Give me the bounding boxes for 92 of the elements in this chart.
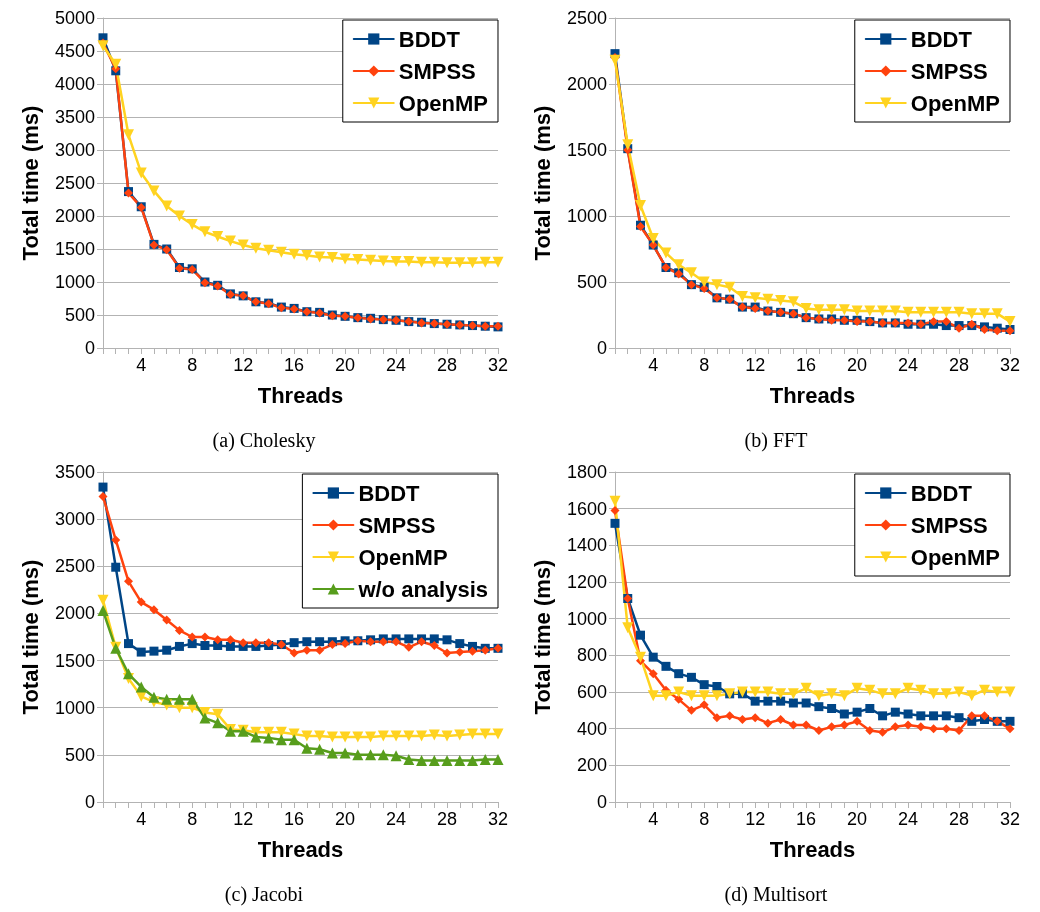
legend-label: BDDT [398,26,461,52]
y-tick-label: 1800 [566,462,607,482]
x-tick-label: 16 [284,355,305,375]
y-tick-label: 400 [576,718,607,739]
x-tick-label: 20 [847,355,868,375]
x-tick-label: 12 [233,355,254,375]
x-axis-title: Threads [769,382,856,408]
y-tick-label: 2500 [54,173,95,193]
legend-label: SMPSS [398,58,476,84]
x-tick-label: 24 [898,355,919,375]
x-tick-label: 20 [335,809,356,829]
y-axis-title: Total time (ms) [17,559,43,715]
y-tick-label: 1000 [566,608,607,629]
y-tick-label: 2000 [54,206,95,226]
y-axis-title: Total time (ms) [529,559,555,715]
y-tick-label: 500 [64,305,95,325]
x-tick-label: 24 [898,809,919,829]
legend-label: BDDT [358,480,421,506]
y-tick-label: 500 [576,272,607,292]
x-tick-label: 16 [796,355,817,375]
text: (b) FFT [744,429,808,452]
x-axis-title: Threads [769,836,856,862]
y-tick-label: 2000 [566,74,607,94]
y-axis-title: Total time (ms) [17,105,43,261]
y-tick-label: 0 [84,338,95,358]
legend-label: SMPSS [910,512,988,538]
x-axis-title: Threads [257,836,344,862]
x-tick-label: 4 [136,355,147,375]
y-tick-label: 1500 [54,650,95,671]
x-tick-label: 32 [487,809,509,829]
x-axis-title: Threads [257,382,344,408]
y-tick-label: 0 [84,792,95,812]
y-tick-label: 1500 [54,239,95,259]
y-tick-label: 2500 [54,556,95,577]
x-tick-label: 4 [136,809,147,829]
y-tick-label: 500 [64,744,95,765]
x-tick-label: 8 [699,809,710,829]
y-tick-label: 1000 [54,272,95,292]
y-tick-label: 1000 [566,206,607,226]
legend-label: BDDT [910,26,973,52]
legend-label: SMPSS [358,512,436,538]
x-tick-label: 4 [648,809,659,829]
y-tick-label: 1500 [566,140,607,160]
y-tick-label: 2500 [566,8,607,28]
x-tick-label: 20 [335,355,356,375]
y-tick-label: 3500 [54,462,95,482]
y-tick-label: 0 [596,338,607,358]
x-tick-label: 8 [187,809,198,829]
text: (c) Jacobi [224,883,304,906]
x-tick-label: 24 [386,355,407,375]
y-tick-label: 600 [576,682,607,702]
legend-label: BDDT [910,480,973,506]
y-axis-title: Total time (ms) [529,105,555,261]
x-tick-label: 20 [847,809,868,829]
y-tick-label: 1400 [566,535,607,556]
y-tick-label: 4000 [54,74,95,94]
y-tick-label: 3000 [54,509,95,530]
y-tick-label: 1200 [566,572,607,592]
legend-label: w/o analysis [357,576,489,602]
x-tick-label: 16 [796,809,817,829]
x-tick-label: 28 [437,809,458,829]
x-tick-label: 32 [999,809,1021,829]
x-tick-label: 28 [949,355,970,375]
y-tick-label: 3000 [54,140,95,160]
legend-label: OpenMP [910,90,1001,116]
legend-label: SMPSS [910,58,988,84]
x-tick-label: 32 [487,355,509,375]
x-tick-label: 4 [648,355,659,375]
x-tick-label: 12 [745,809,766,829]
x-tick-label: 24 [386,809,407,829]
legend-label: OpenMP [910,544,1001,570]
x-tick-label: 12 [233,809,254,829]
y-tick-label: 1600 [566,498,607,519]
x-tick-label: 12 [745,355,766,375]
y-tick-label: 200 [576,755,607,776]
x-tick-label: 8 [187,355,198,375]
y-tick-label: 2000 [54,603,95,624]
y-tick-label: 0 [596,792,607,812]
y-tick-label: 4500 [54,41,95,61]
x-tick-label: 8 [699,355,710,375]
y-tick-label: 3500 [54,107,95,127]
legend-label: OpenMP [358,544,448,570]
y-tick-label: 1000 [54,697,95,718]
text: (a) Cholesky [212,429,316,452]
x-tick-label: 16 [284,809,305,829]
y-tick-label: 800 [576,645,607,666]
x-tick-label: 32 [999,355,1021,375]
y-tick-label: 5000 [54,8,95,28]
legend-label: OpenMP [398,90,489,116]
x-tick-label: 28 [949,809,970,829]
text: (d) Multisort [724,883,828,906]
x-tick-label: 28 [437,355,458,375]
